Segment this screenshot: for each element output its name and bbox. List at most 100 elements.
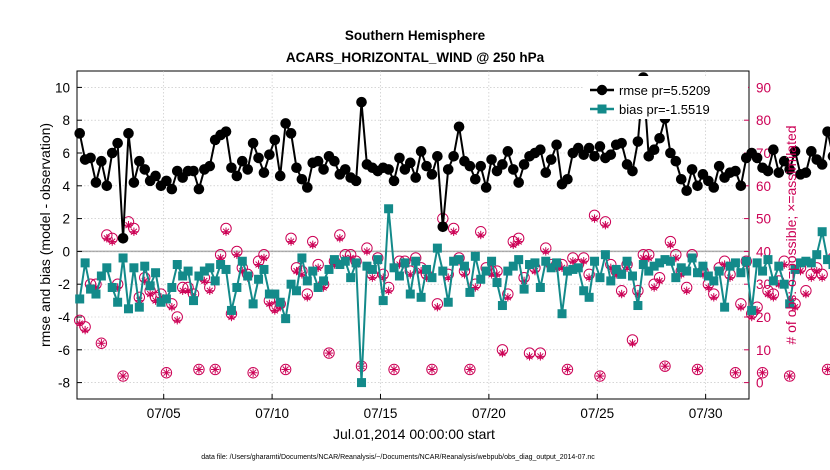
bias-marker xyxy=(422,264,432,274)
rmse-marker xyxy=(150,170,161,182)
rmse-marker xyxy=(708,182,720,193)
rmse-marker xyxy=(432,150,443,162)
bias-marker xyxy=(806,258,816,268)
obs-assimilated-marker xyxy=(384,286,393,295)
bias-marker xyxy=(91,289,101,299)
rmse-marker xyxy=(822,126,830,137)
obs-assimilated-marker xyxy=(568,257,578,266)
rmse-marker xyxy=(415,146,427,157)
bias-marker xyxy=(535,282,545,292)
y-right-tick-label: 10 xyxy=(756,343,771,358)
rmse-marker xyxy=(339,164,351,175)
y-left-tick-label: -8 xyxy=(58,376,70,391)
obs-assimilated-marker xyxy=(281,365,290,374)
bias-marker xyxy=(720,302,730,312)
rmse-marker xyxy=(410,172,422,183)
rmse-marker xyxy=(480,182,492,193)
obs-assimilated-marker xyxy=(704,283,713,292)
y-right-tick-label: 80 xyxy=(756,113,771,128)
bias-marker xyxy=(465,287,475,297)
bias-marker xyxy=(416,292,426,302)
obs-assimilated-marker xyxy=(498,348,507,358)
bias-marker xyxy=(113,297,123,307)
bias-marker xyxy=(216,260,226,270)
rmse-marker xyxy=(654,132,665,144)
rmse-marker xyxy=(269,134,281,146)
rmse-marker xyxy=(686,164,698,175)
chart-title-line-2: ACARS_HORIZONTAL_WIND @ 250 hPa xyxy=(286,50,545,65)
obs-assimilated-marker xyxy=(210,365,220,374)
bias-marker xyxy=(254,274,264,284)
bias-marker xyxy=(384,204,394,214)
obs-assimilated-marker xyxy=(368,273,377,282)
obs-possible-marker xyxy=(193,363,205,376)
obs-assimilated-marker xyxy=(541,247,550,256)
bias-marker xyxy=(432,243,442,253)
obs-possible-marker xyxy=(160,367,173,379)
rmse-marker xyxy=(632,136,644,147)
bias-marker xyxy=(633,301,643,311)
bias-marker xyxy=(232,282,242,292)
obs-assimilated-marker xyxy=(162,368,171,377)
y-axis-right-label: # of obs: o=possible; ×=assimilated xyxy=(783,125,799,344)
obs-assimilated-marker xyxy=(167,302,177,312)
rmse-marker xyxy=(475,160,487,172)
bias-marker xyxy=(118,253,128,263)
bias-marker xyxy=(736,268,746,278)
rmse-marker xyxy=(648,144,660,156)
rmse-marker xyxy=(670,155,682,167)
y-left-tick-label: 2 xyxy=(62,212,70,227)
bias-marker xyxy=(102,263,112,273)
bias-marker xyxy=(302,276,312,286)
rmse-marker xyxy=(778,155,790,167)
obs-assimilated-marker xyxy=(178,286,187,295)
obs-assimilated-marker xyxy=(807,273,816,282)
obs-assimilated-marker xyxy=(736,302,746,312)
rmse-marker xyxy=(816,159,828,170)
bias-marker xyxy=(140,261,150,271)
bias-marker xyxy=(80,258,90,268)
bias-marker xyxy=(660,255,670,265)
obs-assimilated-marker xyxy=(476,230,485,240)
obs-assimilated-marker xyxy=(205,286,214,295)
rmse-marker xyxy=(285,128,297,139)
rmse-marker xyxy=(448,150,459,162)
obs-possible-marker xyxy=(821,363,830,376)
obs-assimilated-marker xyxy=(525,352,534,361)
bias-marker xyxy=(221,264,231,274)
obs-assimilated-marker xyxy=(124,220,133,230)
bias-marker xyxy=(75,294,85,304)
rmse-marker xyxy=(291,162,302,174)
bias-marker xyxy=(763,255,773,265)
rmse-marker xyxy=(497,159,508,170)
obs-assimilated-marker xyxy=(97,339,106,348)
bias-marker xyxy=(389,263,399,273)
rmse-marker xyxy=(302,182,313,193)
obs-assimilated-marker xyxy=(248,368,258,377)
left-y-axis-ticks: -8 -6 -4 -2 0 2 4 6 8 10 xyxy=(55,80,82,391)
rmse-marker xyxy=(123,128,134,139)
rmse-marker xyxy=(247,137,259,149)
rmse-marker xyxy=(350,175,362,187)
bias-marker xyxy=(329,255,339,265)
rmse-marker xyxy=(768,144,779,156)
obs-assimilated-marker xyxy=(666,240,675,250)
bias-marker xyxy=(449,256,459,266)
rmse-marker xyxy=(442,164,454,175)
bias-marker xyxy=(248,299,258,309)
bias-marker xyxy=(828,260,830,270)
bias-marker xyxy=(156,297,166,307)
rmse-marker xyxy=(193,183,205,195)
obs-possible-marker xyxy=(426,363,438,376)
obs-assimilated-marker xyxy=(725,273,735,282)
obs-assimilated-marker xyxy=(389,365,399,374)
rmse-marker xyxy=(404,157,416,169)
bias-marker xyxy=(123,304,133,314)
y-axis-left-label: rmse and bias (model - observation) xyxy=(37,123,53,347)
bias-marker xyxy=(367,264,377,274)
rmse-marker xyxy=(616,137,627,149)
bias-marker xyxy=(492,278,502,288)
bias-series xyxy=(75,204,830,388)
bias-marker xyxy=(725,261,735,271)
obs-possible-marker xyxy=(247,367,259,379)
